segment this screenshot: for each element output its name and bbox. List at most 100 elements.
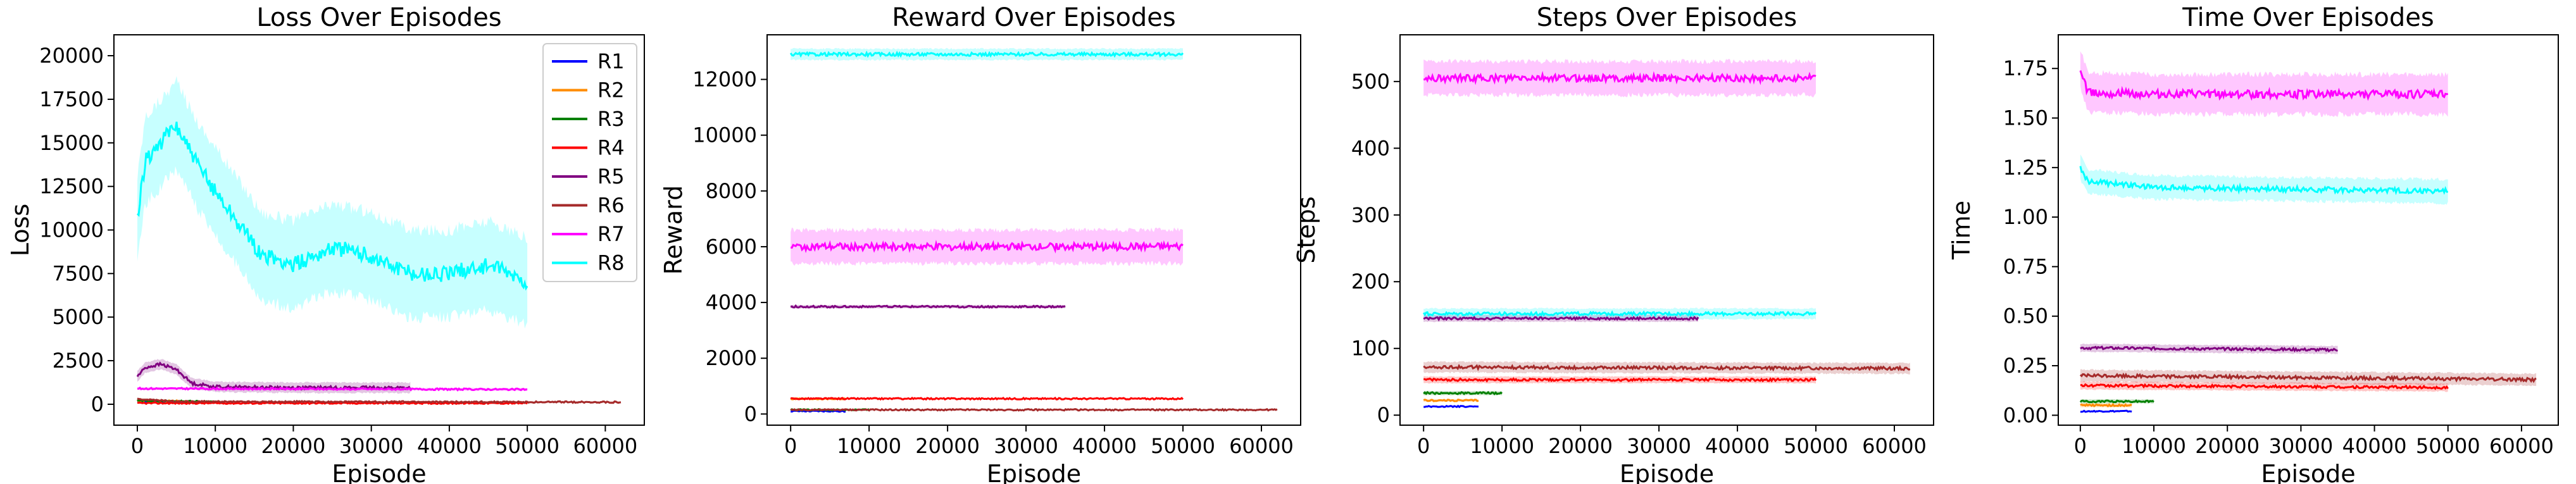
series-band-R7 bbox=[2080, 51, 2448, 117]
x-axis-label: Episode bbox=[987, 460, 1081, 484]
x-tick-label: 20000 bbox=[261, 434, 326, 458]
axes-frame bbox=[1399, 34, 1934, 426]
x-tick-label: 30000 bbox=[1627, 434, 1691, 458]
series-line-R3 bbox=[2079, 399, 2154, 404]
series-line-R6 bbox=[1423, 364, 1911, 372]
y-tick-label: 500 bbox=[1351, 70, 1390, 94]
y-axis-label: Reward bbox=[660, 185, 687, 275]
axes-frame bbox=[113, 34, 645, 426]
y-tick-label: 17500 bbox=[39, 87, 104, 111]
y-tick-label: 1.25 bbox=[2003, 156, 2048, 180]
y-tick-label: 0 bbox=[91, 392, 104, 416]
series-line-R4 bbox=[1423, 376, 1817, 383]
legend-label-R2: R2 bbox=[597, 78, 625, 102]
series-line-R8 bbox=[2079, 166, 2448, 195]
y-axis-label: Loss bbox=[6, 204, 34, 256]
x-tick-label: 0 bbox=[784, 434, 797, 458]
y-tick-label: 1.00 bbox=[2003, 205, 2048, 229]
series-line-R7 bbox=[2079, 70, 2448, 101]
x-axis-label: Episode bbox=[332, 460, 426, 484]
legend: R1 R2 R3 R4 R5 R6 R7 R8 bbox=[542, 43, 637, 282]
series-line-R6 bbox=[137, 397, 622, 404]
axes-frame bbox=[2058, 34, 2559, 426]
y-tick-label: 10000 bbox=[692, 123, 757, 147]
legend-label-R5: R5 bbox=[597, 164, 625, 189]
plot-area bbox=[136, 76, 622, 406]
series-line-R8 bbox=[789, 50, 1184, 58]
y-tick-label: 0 bbox=[744, 402, 757, 426]
x-tick-label: 50000 bbox=[495, 434, 560, 458]
series-line-R4 bbox=[791, 397, 1184, 401]
x-tick-label: 50000 bbox=[1784, 434, 1848, 458]
legend-label-R8: R8 bbox=[597, 251, 625, 275]
x-tick-label: 10000 bbox=[1470, 434, 1534, 458]
x-tick-label: 10000 bbox=[183, 434, 247, 458]
x-tick-label: 0 bbox=[1417, 434, 1430, 458]
y-tick-label: 7500 bbox=[53, 261, 104, 285]
chart-title: Reward Over Episodes bbox=[892, 3, 1176, 32]
series-band-R7 bbox=[1423, 59, 1816, 97]
x-tick-label: 60000 bbox=[573, 434, 637, 458]
series-band-R8 bbox=[2080, 154, 2448, 205]
legend-label-R1: R1 bbox=[597, 49, 625, 73]
series-line-R7 bbox=[791, 240, 1184, 254]
chart-title: Steps Over Episodes bbox=[1537, 3, 1797, 32]
series-line-R7 bbox=[1423, 71, 1816, 85]
series-line-R1 bbox=[1423, 404, 1479, 409]
series-line-R5 bbox=[2080, 345, 2338, 353]
series-line-R7 bbox=[137, 386, 528, 392]
y-tick-label: 15000 bbox=[39, 131, 104, 155]
x-axis-label: Episode bbox=[1620, 460, 1714, 484]
y-tick-label: 12500 bbox=[39, 175, 104, 199]
y-tick-label: 0.75 bbox=[2003, 254, 2048, 278]
x-tick-label: 0 bbox=[131, 434, 144, 458]
series-band-R8 bbox=[137, 76, 528, 329]
series-band-R8 bbox=[1423, 307, 1816, 320]
series-line-R3 bbox=[1423, 390, 1503, 395]
x-tick-label: 20000 bbox=[1548, 434, 1613, 458]
legend-label-R7: R7 bbox=[597, 222, 625, 246]
x-tick-label: 20000 bbox=[2195, 434, 2260, 458]
x-tick-label: 40000 bbox=[417, 434, 482, 458]
plot-area bbox=[1422, 59, 1911, 409]
y-tick-label: 300 bbox=[1351, 203, 1390, 227]
x-tick-label: 40000 bbox=[1072, 434, 1137, 458]
series-line-R8 bbox=[1422, 309, 1817, 318]
legend-label-R4: R4 bbox=[597, 136, 625, 160]
y-tick-label: 4000 bbox=[706, 290, 757, 314]
x-tick-label: 60000 bbox=[1862, 434, 1927, 458]
y-axis-label: Time bbox=[1948, 201, 1975, 260]
x-tick-label: 50000 bbox=[1151, 434, 1215, 458]
y-tick-label: 2000 bbox=[706, 346, 757, 370]
chart-2: Steps Over Episodes Episode Steps 0 10000 200… bbox=[1292, 3, 1934, 484]
legend-label-R6: R6 bbox=[597, 194, 625, 218]
x-tick-label: 60000 bbox=[2489, 434, 2554, 458]
legend-label-R3: R3 bbox=[597, 107, 625, 131]
series-line-R1 bbox=[2080, 409, 2132, 413]
chart-1: Reward Over Episodes Episode Reward 0 10000 2… bbox=[660, 3, 1301, 484]
y-tick-label: 0.00 bbox=[2003, 403, 2048, 427]
series-line-R6 bbox=[2079, 372, 2537, 383]
y-tick-label: 8000 bbox=[706, 179, 757, 203]
y-tick-label: 1.50 bbox=[2003, 106, 2048, 130]
x-tick-label: 50000 bbox=[2416, 434, 2480, 458]
y-tick-label: 1.75 bbox=[2003, 56, 2048, 80]
series-line-R5 bbox=[790, 304, 1066, 309]
y-tick-label: 12000 bbox=[692, 68, 757, 92]
x-tick-label: 10000 bbox=[837, 434, 901, 458]
chart-title: Time Over Episodes bbox=[2182, 3, 2434, 32]
y-tick-label: 400 bbox=[1351, 136, 1390, 160]
chart-0: Loss Over Episodes Episode Loss 0 10000 20000… bbox=[6, 3, 645, 484]
plot-area bbox=[2079, 51, 2537, 413]
y-tick-label: 100 bbox=[1351, 337, 1390, 361]
legend-box bbox=[542, 43, 637, 282]
series-line-R6 bbox=[790, 407, 1278, 412]
series-line-R2 bbox=[1423, 399, 1479, 402]
series-line-R5 bbox=[1423, 315, 1699, 322]
chart-3: Time Over Episodes Episode Time 0 10000 20000… bbox=[1948, 3, 2559, 484]
series-line-R2 bbox=[2080, 402, 2132, 407]
y-tick-label: 0 bbox=[1377, 403, 1390, 427]
x-tick-label: 30000 bbox=[2268, 434, 2333, 458]
series-line-R1 bbox=[791, 409, 846, 413]
